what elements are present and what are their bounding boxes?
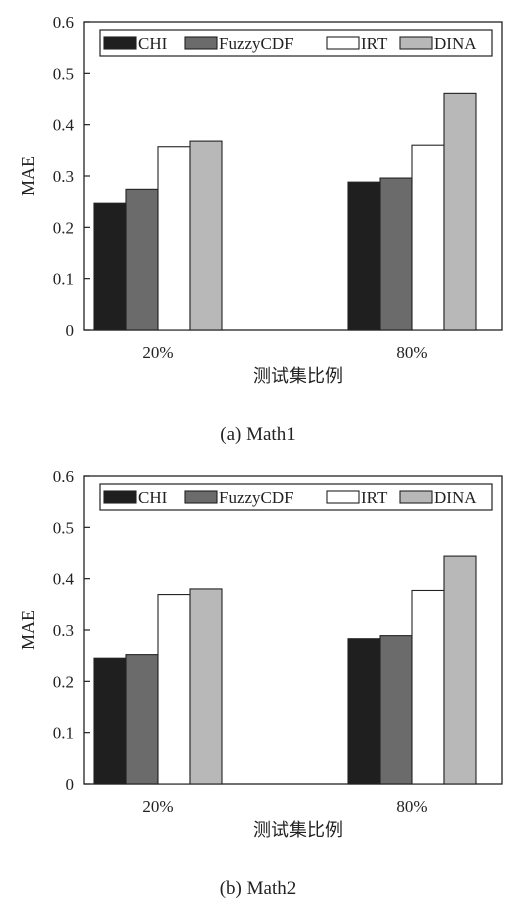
chart-caption: (a) Math1 — [220, 424, 295, 445]
legend-label-dina: DINA — [434, 34, 477, 53]
y-tick-label: 0.3 — [53, 621, 74, 640]
bar-dina-1 — [443, 555, 477, 785]
legend-label-irt: IRT — [361, 488, 388, 507]
bar-chi-0 — [93, 657, 127, 785]
x-axis-label: 测试集比例 — [253, 820, 343, 840]
y-tick-label: 0.4 — [53, 116, 75, 135]
legend-label-fuzzycdf: FuzzyCDF — [219, 34, 294, 53]
y-tick-label: 0 — [66, 321, 75, 340]
x-tick-label: 80% — [396, 343, 427, 362]
legend-label-fuzzycdf: FuzzyCDF — [219, 488, 294, 507]
legend-swatch-irt — [326, 36, 360, 50]
chart-math2: 0 0.1 0.2 0.3 0.4 0.5 0.6 MAE 20% 80% 测试集比例 CHI Fuzz… — [18, 467, 503, 899]
bar-chi-0 — [93, 202, 127, 331]
y-tick-label: 0.2 — [53, 672, 74, 691]
bar-irt-0 — [157, 146, 191, 331]
bar-chi-1 — [347, 638, 381, 785]
bar-dina-0 — [189, 140, 223, 331]
y-tick-label: 0.5 — [53, 64, 74, 83]
y-tick-label: 0.4 — [53, 570, 75, 589]
y-axis-label: MAE — [18, 156, 38, 196]
y-tick-label: 0.5 — [53, 518, 74, 537]
legend-swatch-dina — [399, 490, 433, 504]
y-tick-label: 0.3 — [53, 167, 74, 186]
bar-irt-1 — [411, 589, 445, 785]
bar-dina-0 — [189, 588, 223, 785]
legend-swatch-irt — [326, 490, 360, 504]
y-tick-label: 0.6 — [53, 13, 74, 32]
legend-label-dina: DINA — [434, 488, 477, 507]
y-tick-label: 0.1 — [53, 724, 74, 743]
bar-fuzzycdf-0 — [125, 188, 159, 331]
x-axis-label: 测试集比例 — [253, 366, 343, 386]
bar-irt-0 — [157, 594, 191, 785]
x-tick-label: 20% — [142, 343, 173, 362]
bar-fuzzycdf-1 — [379, 177, 413, 331]
y-axis-label: MAE — [18, 610, 38, 650]
y-tick-label: 0 — [66, 775, 75, 794]
bar-irt-1 — [411, 144, 445, 331]
legend-label-irt: IRT — [361, 34, 388, 53]
x-tick-label: 20% — [142, 797, 173, 816]
bar-chi-1 — [347, 181, 381, 331]
legend-swatch-chi — [103, 36, 137, 50]
chart-caption: (b) Math2 — [220, 878, 297, 899]
y-tick-label: 0.2 — [53, 218, 74, 237]
legend-label-chi: CHI — [138, 488, 168, 507]
chart-math1: 0 0.1 0.2 0.3 0.4 0.5 0.6 MAE 20% 80% 测试集比例 CHI Fuzz… — [18, 13, 503, 445]
x-tick-label: 80% — [396, 797, 427, 816]
legend-swatch-chi — [103, 490, 137, 504]
legend-swatch-dina — [399, 36, 433, 50]
y-tick-label: 0.6 — [53, 467, 74, 486]
legend-swatch-fuzzycdf — [184, 36, 218, 50]
y-tick-label: 0.1 — [53, 270, 74, 289]
bar-dina-1 — [443, 92, 477, 331]
bar-fuzzycdf-1 — [379, 635, 413, 785]
bar-fuzzycdf-0 — [125, 654, 159, 785]
legend-swatch-fuzzycdf — [184, 490, 218, 504]
legend-label-chi: CHI — [138, 34, 168, 53]
